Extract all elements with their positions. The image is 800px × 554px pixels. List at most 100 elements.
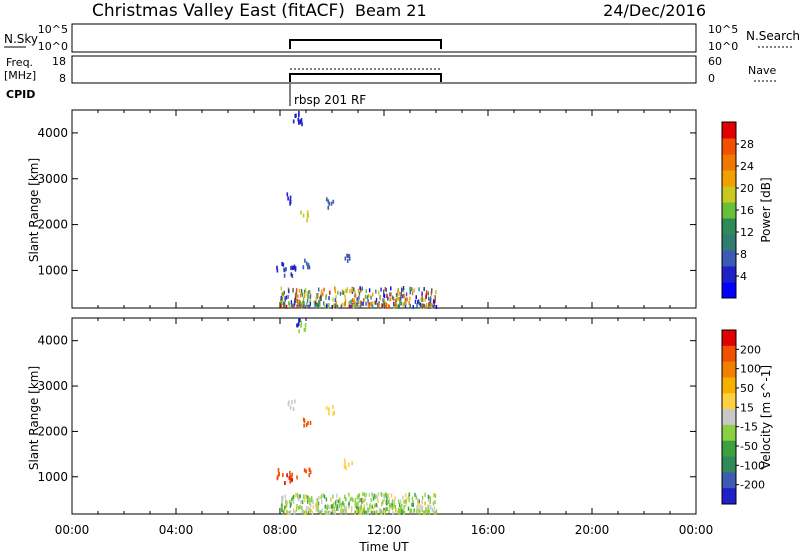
echo-cluster-mark (348, 254, 351, 259)
echo-mark (305, 505, 308, 510)
echo-mark (316, 293, 318, 298)
echo-mark (395, 301, 397, 306)
echo-mark (389, 297, 391, 302)
echo-mark (325, 497, 328, 502)
echo-mark (421, 297, 424, 302)
colorbar-segment (722, 440, 736, 458)
echo-mark (391, 506, 394, 511)
echo-mark (364, 497, 367, 502)
freq-tick-top: 18 (52, 55, 66, 68)
echo-mark (354, 498, 357, 503)
echo-mark (370, 498, 372, 503)
echo-cluster-mark (332, 199, 335, 204)
echo-mark (360, 504, 363, 509)
echo-mark (400, 301, 402, 306)
echo-mark (403, 499, 405, 504)
colorbar-segment (722, 472, 736, 489)
colorbar-tick-label: 100 (740, 363, 761, 376)
echo-mark (292, 304, 295, 309)
echo-mark (371, 292, 374, 297)
echo-mark (365, 289, 367, 294)
y-tick-label: 2000 (37, 218, 68, 232)
time-axis-labels: 00:00 04:00 08:00 12:00 16:00 20:00 00:00 (55, 523, 714, 537)
echo-mark (355, 508, 358, 513)
echo-mark (318, 495, 320, 500)
echo-mark (288, 289, 290, 294)
echo-mark (305, 510, 307, 515)
echo-mark (404, 304, 407, 309)
echo-mark (356, 297, 358, 302)
echo-mark (414, 492, 416, 497)
echo-mark (363, 506, 366, 511)
echo-mark (325, 296, 327, 301)
colorbar-tick-label: 50 (740, 382, 754, 395)
echo-cluster-mark (309, 470, 312, 475)
echo-mark (412, 304, 414, 309)
echo-mark (315, 503, 317, 508)
echo-cluster-mark (332, 411, 335, 416)
echo-mark (306, 298, 309, 303)
echo-mark (402, 286, 405, 291)
echo-cluster-mark (325, 197, 328, 202)
echo-cluster-mark (291, 400, 293, 405)
echo-mark (384, 286, 387, 291)
echo-mark (345, 497, 347, 502)
echo-mark (399, 509, 402, 514)
echo-mark (334, 289, 337, 294)
echo-mark (426, 509, 428, 514)
colorbar-tick-label: 20 (740, 182, 754, 195)
echo-mark (304, 293, 306, 298)
echo-mark (424, 297, 426, 302)
echo-cluster-mark (346, 258, 349, 263)
colorbar-tick-label: -100 (740, 459, 765, 472)
echo-mark (362, 301, 364, 306)
colorbar-segment (722, 330, 736, 347)
echo-mark (335, 503, 337, 508)
echo-mark (287, 294, 289, 299)
echo-mark (283, 301, 285, 306)
echo-mark (363, 298, 365, 303)
velocity-plot-frame (71, 317, 697, 515)
colorbar-segment (722, 393, 736, 410)
echo-mark (320, 297, 322, 302)
echo-cluster-mark (298, 110, 300, 115)
echo-cluster-mark (351, 461, 353, 466)
echo-mark (360, 510, 362, 515)
echo-cluster-mark (284, 267, 286, 272)
echo-mark (386, 497, 388, 502)
echo-cluster-mark (304, 323, 307, 328)
echo-mark (360, 301, 363, 306)
echo-mark (343, 506, 346, 511)
echo-mark (287, 510, 290, 515)
echo-mark (416, 505, 418, 510)
echo-mark (342, 508, 345, 513)
echo-mark (433, 299, 435, 304)
echo-mark (328, 303, 330, 308)
echo-mark (431, 507, 434, 512)
echo-cluster-mark (307, 421, 309, 426)
echo-mark (402, 288, 405, 293)
echo-mark (357, 288, 360, 293)
echo-cluster-mark (345, 466, 347, 471)
echo-mark (390, 292, 392, 297)
echo-mark (367, 298, 369, 303)
echo-mark (357, 506, 359, 511)
echo-mark (385, 302, 388, 307)
echo-mark (365, 510, 368, 515)
echo-mark (317, 505, 319, 510)
echo-mark (431, 304, 433, 309)
echo-mark (306, 304, 308, 309)
colorbar-tick-label: 16 (740, 204, 754, 217)
echo-mark (411, 496, 414, 501)
echo-mark (378, 290, 380, 295)
echo-mark (327, 304, 329, 309)
freq-panel: Freq. [MHz] 18 8 60 0 Nave (4, 55, 776, 85)
echo-mark (321, 508, 323, 513)
echo-mark (351, 303, 354, 308)
echo-mark (370, 301, 372, 306)
echo-mark (412, 502, 414, 507)
colorbar-label: Velocity [m s^-1] (759, 365, 773, 469)
echo-mark (380, 509, 382, 514)
echo-mark (313, 300, 315, 305)
echo-mark (368, 492, 371, 497)
